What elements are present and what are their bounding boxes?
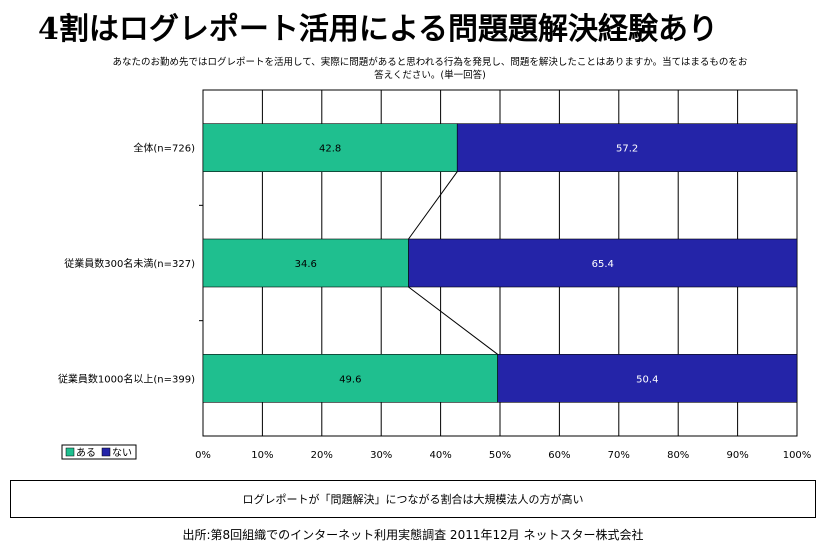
connector-line [408, 286, 498, 355]
connector-line [408, 171, 458, 240]
x-tick-label: 10% [251, 450, 273, 461]
legend-label: ない [112, 447, 132, 459]
bar-no [456, 123, 798, 172]
page-title: 4割はログレポート活用による問題題解決経験あり [38, 12, 718, 47]
x-tick-label: 0% [195, 450, 211, 461]
x-tick-label: 50% [489, 450, 511, 461]
x-tick-label: 100% [783, 450, 812, 461]
x-tick-label: 60% [548, 450, 570, 461]
bar-yes [202, 123, 458, 172]
legend-label: ある [76, 447, 96, 459]
legend-swatch [65, 447, 75, 457]
data-label: 65.4 [592, 259, 614, 270]
bar-yes [202, 354, 498, 403]
bar-no [497, 354, 798, 403]
x-tick-label: 20% [311, 450, 333, 461]
x-tick-label: 30% [370, 450, 392, 461]
data-label: 34.6 [295, 259, 317, 270]
x-tick-label: 90% [726, 450, 748, 461]
category-label: 従業員数1000名以上(n=399) [58, 372, 195, 385]
category-label: 従業員数300名未満(n=327) [64, 257, 195, 270]
bar-yes [202, 238, 409, 288]
x-tick-label: 80% [667, 450, 689, 461]
data-label: 42.8 [319, 144, 341, 155]
legend-box [61, 444, 137, 460]
legend-swatch [101, 447, 111, 457]
data-label: 50.4 [636, 374, 658, 385]
survey-question: あなたのお勤め先ではログレポートを活用して、実際に問題があると思われる行為を発見… [112, 57, 748, 81]
source-text: 出所:第8回組織でのインターネット利用実態調査 2011年12月 ネットスター株… [182, 528, 644, 542]
note-text: ログレポートが「問題解決」につながる割合は大規模法人の方が高い [242, 493, 584, 506]
category-label: 全体(n=726) [133, 142, 195, 155]
bar-no [408, 238, 798, 288]
data-label: 49.6 [339, 374, 361, 385]
x-tick-label: 40% [429, 450, 451, 461]
data-label: 57.2 [616, 144, 638, 155]
note-box: ログレポートが「問題解決」につながる割合は大規模法人の方が高い [10, 480, 816, 518]
x-tick-label: 70% [608, 450, 630, 461]
